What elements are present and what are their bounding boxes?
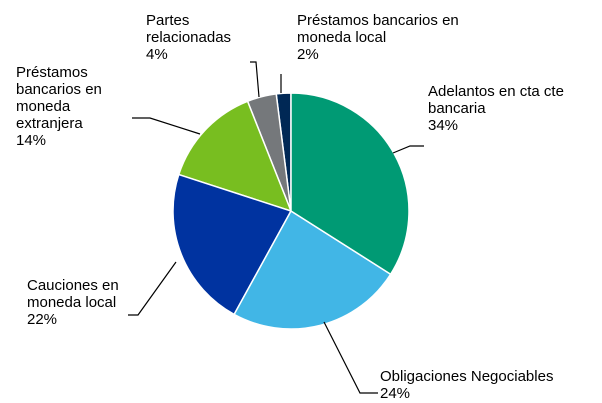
value-label: 34% — [428, 117, 459, 134]
category-label: Cauciones en moneda local — [27, 277, 119, 311]
value-label: 24% — [380, 385, 411, 402]
category-label: Obligaciones Negociables — [380, 368, 554, 385]
slice-label: Cauciones en moneda local 22% — [27, 277, 135, 328]
slice-label: Préstamos bancarios en moneda local 2% — [297, 12, 507, 63]
value-label: 22% — [27, 311, 58, 328]
category-label: Préstamos bancarios en moneda local — [297, 12, 459, 46]
slice-label: Obligaciones Negociables 24% — [380, 368, 600, 402]
category-label: Adelantos en cta cte bancaria — [428, 83, 564, 117]
pie-slice — [172, 173, 293, 316]
slice-label: Préstamos bancarios en moneda extranjera… — [16, 64, 116, 149]
pie-slice — [290, 92, 410, 276]
slice-label: Adelantos en cta cte bancaria 34% — [428, 83, 578, 134]
leader-line — [250, 61, 260, 98]
category-label: Préstamos bancarios en moneda extranjera — [16, 64, 102, 132]
value-label: 14% — [16, 132, 47, 149]
value-label: 4% — [146, 46, 168, 63]
leader-line — [323, 321, 378, 394]
category-label: Partes relacionadas — [146, 12, 232, 46]
leader-line — [392, 145, 424, 154]
leader-line — [132, 117, 201, 135]
value-label: 2% — [297, 46, 319, 63]
pie-slice — [233, 209, 392, 330]
slice-label: Partes relacionadas 4% — [146, 12, 246, 63]
leader-line — [128, 261, 177, 316]
